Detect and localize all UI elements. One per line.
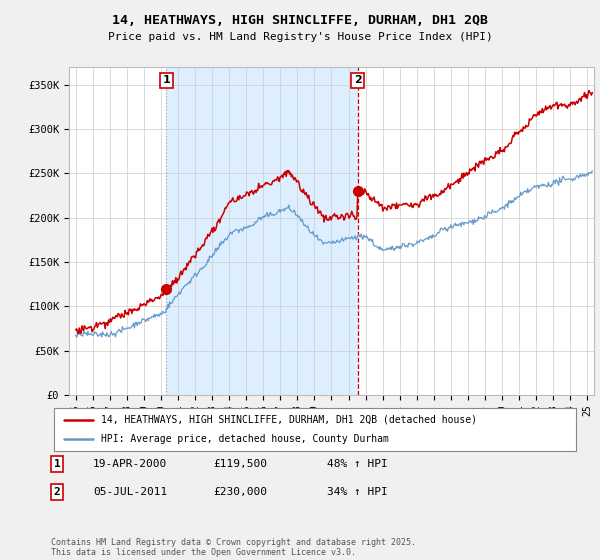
Text: 1: 1 bbox=[162, 76, 170, 86]
Text: 19-APR-2000: 19-APR-2000 bbox=[93, 459, 167, 469]
Text: 34% ↑ HPI: 34% ↑ HPI bbox=[327, 487, 388, 497]
Text: 05-JUL-2011: 05-JUL-2011 bbox=[93, 487, 167, 497]
Text: £230,000: £230,000 bbox=[213, 487, 267, 497]
Text: £119,500: £119,500 bbox=[213, 459, 267, 469]
Text: 2: 2 bbox=[53, 487, 61, 497]
Text: 1: 1 bbox=[53, 459, 61, 469]
Text: 14, HEATHWAYS, HIGH SHINCLIFFE, DURHAM, DH1 2QB: 14, HEATHWAYS, HIGH SHINCLIFFE, DURHAM, … bbox=[112, 14, 488, 27]
Text: 14, HEATHWAYS, HIGH SHINCLIFFE, DURHAM, DH1 2QB (detached house): 14, HEATHWAYS, HIGH SHINCLIFFE, DURHAM, … bbox=[101, 415, 477, 424]
Text: HPI: Average price, detached house, County Durham: HPI: Average price, detached house, Coun… bbox=[101, 435, 389, 444]
Text: Price paid vs. HM Land Registry's House Price Index (HPI): Price paid vs. HM Land Registry's House … bbox=[107, 32, 493, 43]
Text: Contains HM Land Registry data © Crown copyright and database right 2025.
This d: Contains HM Land Registry data © Crown c… bbox=[51, 538, 416, 557]
Bar bbox=[166, 67, 358, 395]
Text: 2: 2 bbox=[354, 76, 362, 86]
Text: 48% ↑ HPI: 48% ↑ HPI bbox=[327, 459, 388, 469]
